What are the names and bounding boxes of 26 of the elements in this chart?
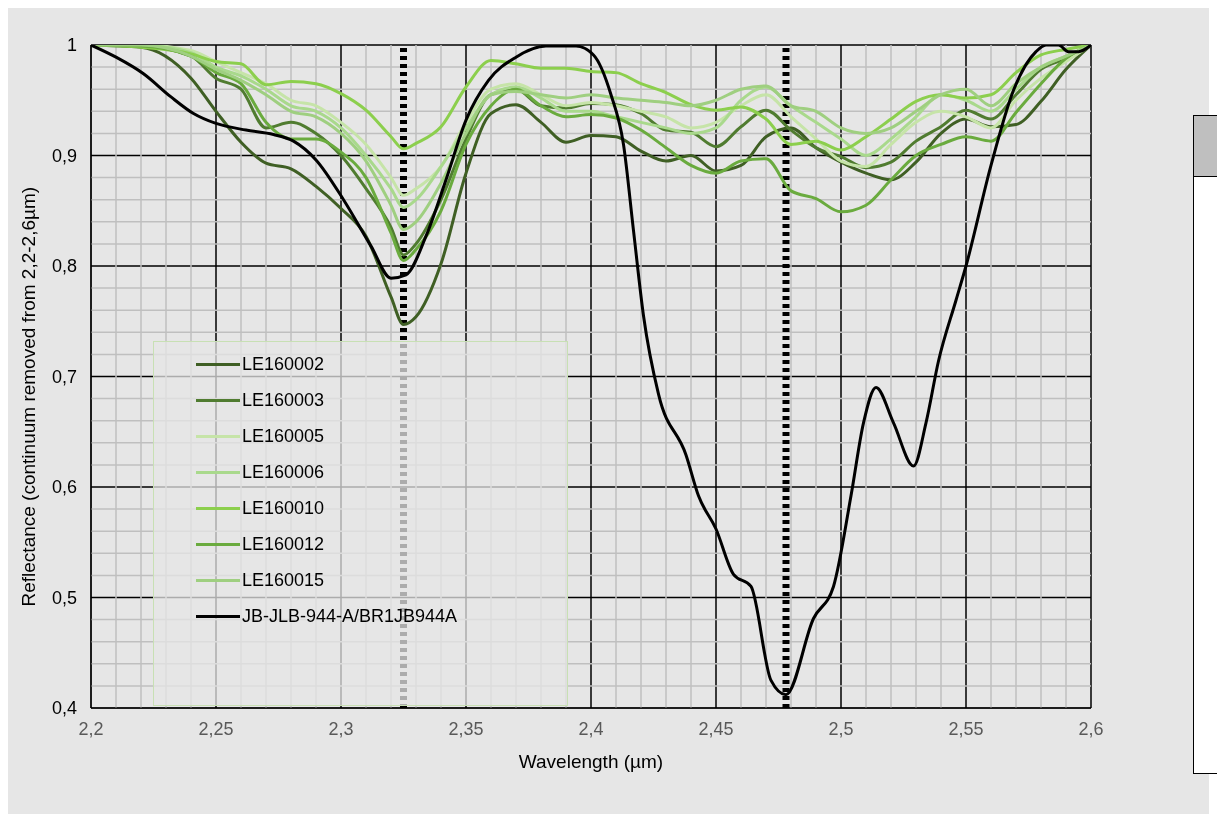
y-tick-label: 0,4 [51,698,77,719]
legend-label: LE160006 [242,461,325,483]
x-tick-label: 2,45 [698,718,734,739]
legend-label: JB-JLB-944-A/BR1JB944A [242,605,458,627]
legend-label: LE160005 [242,425,325,447]
legend-label: LE160012 [242,533,325,555]
legend-label: LE160015 [242,569,325,591]
x-tick-label: 2,6 [1078,718,1104,739]
x-tick-label: 2,2 [78,718,104,739]
x-tick-label: 2,35 [448,718,484,739]
x-tick-label: 2,4 [578,718,604,739]
y-tick-label: 0,6 [51,477,77,498]
x-axis-title: Wavelength (µm) [518,751,664,772]
legend-label: LE160010 [242,497,325,519]
x-tick-label: 2,55 [948,718,984,739]
y-tick-label: 0,7 [51,366,77,387]
y-tick-label: 0,5 [51,587,77,608]
y-tick-label: 0,9 [51,145,77,166]
y-axis-title: Reflectance (continuum removed from 2,2-2,6µm) [17,186,39,607]
x-tick-label: 2,25 [198,718,234,739]
x-tick-label: 2,5 [828,718,854,739]
y-tick-label: 1 [66,35,77,56]
legend-label: LE160003 [242,389,325,411]
legend-label: LE160002 [242,353,325,375]
y-tick-label: 0,8 [51,256,77,277]
x-tick-label: 2,3 [328,718,354,739]
